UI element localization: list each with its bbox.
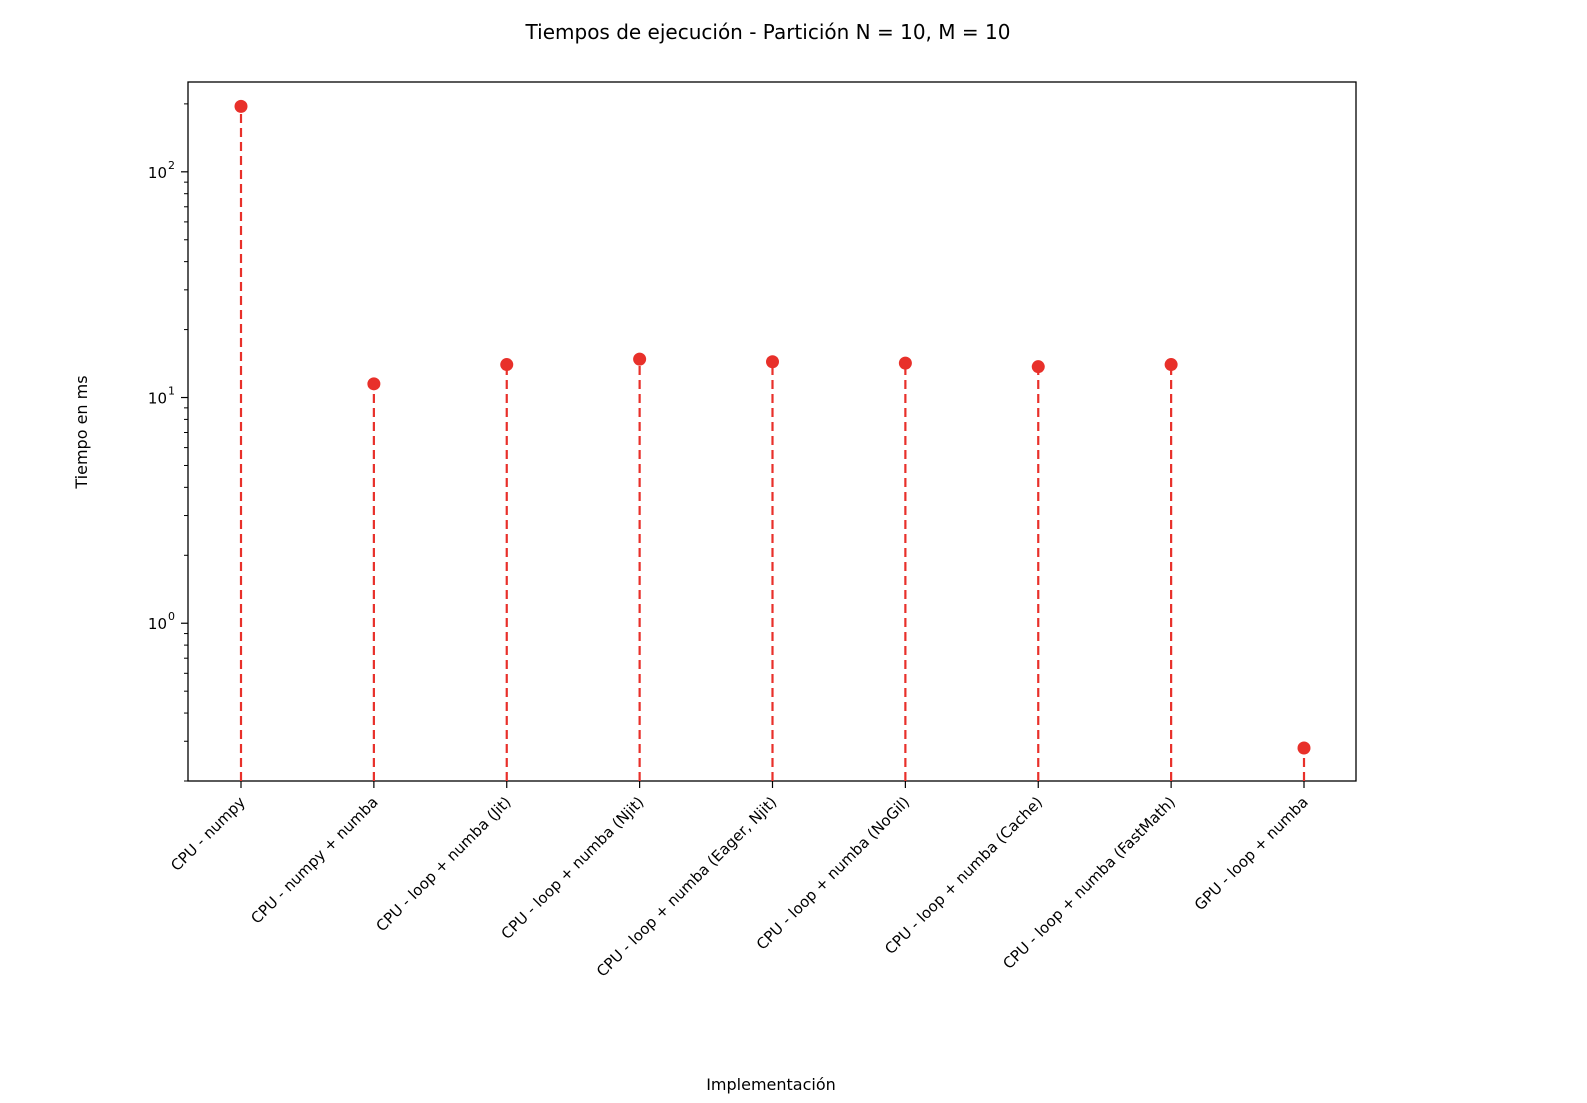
x-tick-label: GPU - loop + numba [1191,793,1312,914]
y-tick-label: 10 [148,164,167,182]
y-tick-exponent: 1 [168,385,175,398]
y-axis-label: Tiempo en ms [72,375,91,489]
x-tick-label: CPU - numpy [167,793,249,875]
stems-group [239,106,1306,781]
stem-marker [1297,741,1311,755]
stem-marker [766,355,779,369]
x-tick-label: CPU - loop + numba (Jit) [373,793,515,935]
y-tick-label: 10 [148,390,167,408]
stem-marker [898,356,912,370]
x-axis-label: Implementación [706,1075,836,1094]
chart-title: Tiempos de ejecución - Partición N = 10,… [525,20,1011,44]
y-tick-exponent: 2 [168,159,175,172]
stem-marker [633,352,647,366]
x-tick-label: CPU - loop + numba (Njit) [498,793,648,943]
markers-group [234,99,1311,755]
y-tick-label: 10 [148,615,167,633]
stem-marker [1164,358,1178,372]
y-tick-exponent: 0 [168,610,175,623]
stem-marker [234,99,248,113]
stem-marker [367,377,381,391]
x-tick-label: CPU - loop + numba (NoGil) [753,793,913,953]
x-tick-label: CPU - numpy + numba [247,793,381,927]
stem-marker [1031,360,1045,374]
stem-marker [500,358,514,372]
x-tick-label: CPU - loop + numba (Cache) [881,793,1046,958]
